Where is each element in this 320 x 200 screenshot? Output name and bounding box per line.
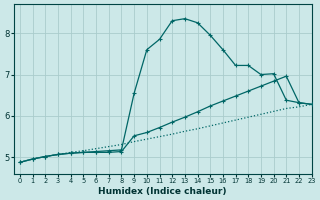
X-axis label: Humidex (Indice chaleur): Humidex (Indice chaleur) [99,187,227,196]
